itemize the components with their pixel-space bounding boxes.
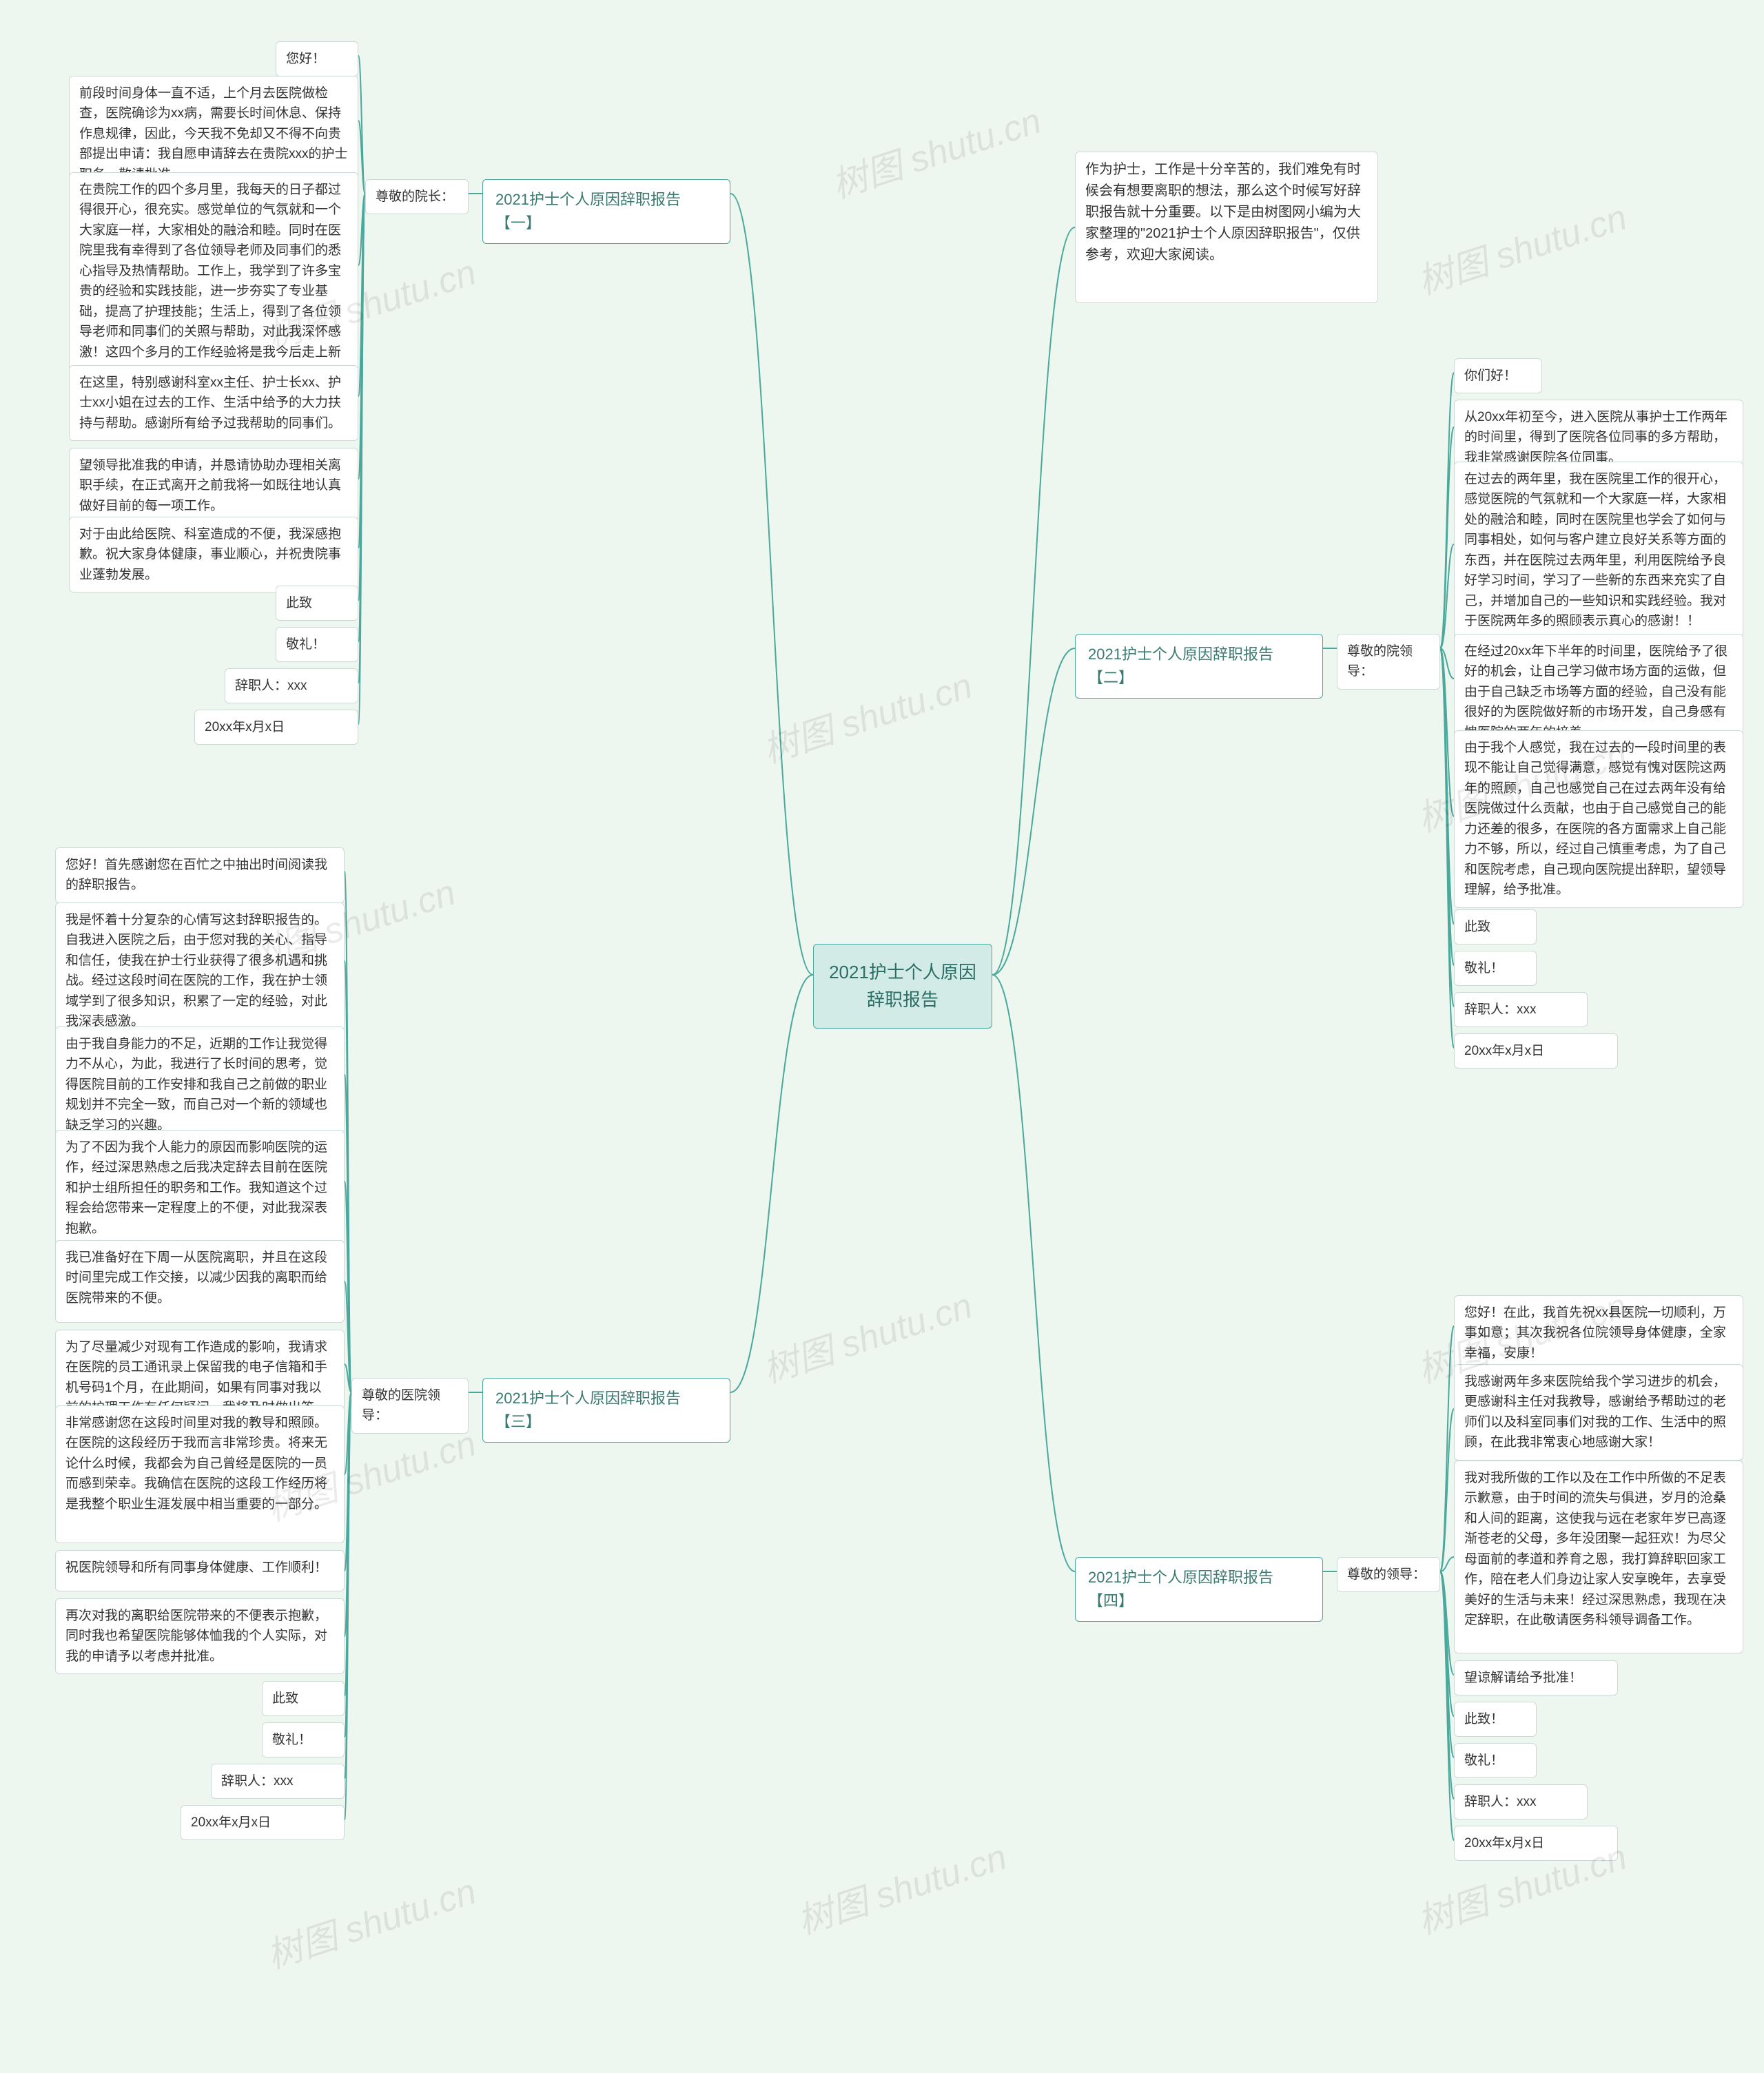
branch-b1-leaf-2: 在贵院工作的四个多月里，我每天的日子都过得很开心，很充实。感觉单位的气氛就和一个… bbox=[69, 172, 358, 390]
branch-b3-leaf-4: 我已准备好在下周一从医院离职，并且在这段时间里完成工作交接，以减少因我的离职而给… bbox=[55, 1240, 345, 1323]
branch-b3: 2021护士个人原因辞职报告【三】 bbox=[482, 1378, 730, 1443]
branch-b2-leaf-4: 由于我个人感觉，我在过去的一段时间里的表现不能让自己觉得满意，感觉有愧对医院这两… bbox=[1454, 730, 1743, 908]
branch-b1-leaf-4: 望领导批准我的申请，并恳请协助办理相关离职手续，在正式离开之前我将一如既往地认真… bbox=[69, 448, 358, 524]
branch-b1: 2021护士个人原因辞职报告【一】 bbox=[482, 179, 730, 244]
branch-b1-leaf-7: 敬礼！ bbox=[276, 627, 358, 662]
branch-b4-sub: 尊敬的领导： bbox=[1337, 1557, 1440, 1592]
branch-b3-leaf-7: 祝医院领导和所有同事身体健康、工作顺利！ bbox=[55, 1550, 345, 1591]
branch-b4: 2021护士个人原因辞职报告【四】 bbox=[1075, 1557, 1323, 1622]
branch-b3-leaf-1: 我是怀着十分复杂的心情写这封辞职报告的。自我进入医院之后，由于您对我的关心、指导… bbox=[55, 903, 345, 1040]
branch-b2-leaf-5: 此致 bbox=[1454, 909, 1537, 945]
branch-b2-leaf-0: 你们好！ bbox=[1454, 358, 1542, 393]
branch-b4-leaf-7: 20xx年x月x日 bbox=[1454, 1826, 1618, 1861]
branch-b4-leaf-4: 此致！ bbox=[1454, 1702, 1537, 1737]
watermark: 树图 shutu.cn bbox=[755, 657, 978, 773]
watermark: 树图 shutu.cn bbox=[790, 1828, 1012, 1944]
branch-b2-leaf-2: 在过去的两年里，我在医院里工作的很开心，感觉医院的气氛就和一个大家庭一样，大家相… bbox=[1454, 462, 1743, 639]
branch-b1-leaf-5: 对于由此给医院、科室造成的不便，我深感抱歉。祝大家身体健康，事业顺心，并祝贵院事… bbox=[69, 517, 358, 592]
branch-b3-leaf-9: 此致 bbox=[262, 1681, 345, 1716]
watermark: 树图 shutu.cn bbox=[755, 1277, 978, 1393]
root-node: 2021护士个人原因辞职报告 bbox=[813, 944, 992, 1029]
branch-b3-sub: 尊敬的医院领导： bbox=[351, 1378, 469, 1434]
branch-b3-leaf-6: 非常感谢您在这段时间里对我的教导和照顾。在医院的这段经历于我而言非常珍贵。将来无… bbox=[55, 1405, 345, 1543]
branch-b3-leaf-12: 20xx年x月x日 bbox=[181, 1805, 345, 1840]
branch-b4-leaf-0: 您好！在此，我首先祝xx县医院一切顺利，万事如意；其次我祝各位院领导身体健康，全… bbox=[1454, 1295, 1743, 1371]
branch-b2: 2021护士个人原因辞职报告【二】 bbox=[1075, 634, 1323, 699]
intro-text: 作为护士，工作是十分辛苦的，我们难免有时候会有想要离职的想法，那么这个时候写好辞… bbox=[1075, 152, 1378, 303]
branch-b1-leaf-8: 辞职人：xxx bbox=[225, 668, 358, 703]
branch-b2-leaf-7: 辞职人：xxx bbox=[1454, 992, 1588, 1027]
branch-b1-leaf-9: 20xx年x月x日 bbox=[194, 710, 358, 745]
branch-b3-leaf-0: 您好！首先感谢您在百忙之中抽出时间阅读我的辞职报告。 bbox=[55, 847, 345, 903]
watermark: 树图 shutu.cn bbox=[1410, 188, 1632, 305]
branch-b1-leaf-6: 此致 bbox=[276, 586, 358, 621]
branch-b2-leaf-8: 20xx年x月x日 bbox=[1454, 1033, 1618, 1069]
branch-b1-sub: 尊敬的院长： bbox=[365, 179, 469, 214]
branch-b3-leaf-3: 为了不因为我个人能力的原因而影响医院的运作，经过深思熟虑之后我决定辞去目前在医院… bbox=[55, 1130, 345, 1246]
branch-b1-leaf-3: 在这里，特别感谢科室xx主任、护士长xx、护士xx小姐在过去的工作、生活中给予的… bbox=[69, 365, 358, 441]
branch-b4-leaf-3: 望谅解请给予批准！ bbox=[1454, 1660, 1618, 1695]
watermark: 树图 shutu.cn bbox=[259, 1862, 482, 1979]
branch-b2-sub: 尊敬的院领导： bbox=[1337, 634, 1440, 690]
branch-b3-leaf-8: 再次对我的离职给医院带来的不便表示抱歉，同时我也希望医院能够体恤我的个人实际，对… bbox=[55, 1598, 345, 1674]
branch-b4-leaf-5: 敬礼！ bbox=[1454, 1743, 1537, 1778]
branch-b3-leaf-2: 由于我自身能力的不足，近期的工作让我觉得力不从心，为此，我进行了长时间的思考，觉… bbox=[55, 1027, 345, 1143]
branch-b4-leaf-2: 我对我所做的工作以及在工作中所做的不足表示歉意，由于时间的流失与俱进，岁月的沧桑… bbox=[1454, 1461, 1743, 1653]
branch-b3-leaf-11: 辞职人：xxx bbox=[211, 1764, 345, 1799]
watermark: 树图 shutu.cn bbox=[824, 92, 1047, 208]
branch-b1-leaf-0: 您好！ bbox=[276, 41, 358, 76]
branch-b4-leaf-6: 辞职人：xxx bbox=[1454, 1784, 1588, 1819]
branch-b2-leaf-6: 敬礼！ bbox=[1454, 951, 1537, 986]
branch-b4-leaf-1: 我感谢两年多来医院给我个学习进步的机会，更感谢科主任对我教导，感谢给予帮助过的老… bbox=[1454, 1364, 1743, 1461]
branch-b3-leaf-10: 敬礼！ bbox=[262, 1722, 345, 1757]
